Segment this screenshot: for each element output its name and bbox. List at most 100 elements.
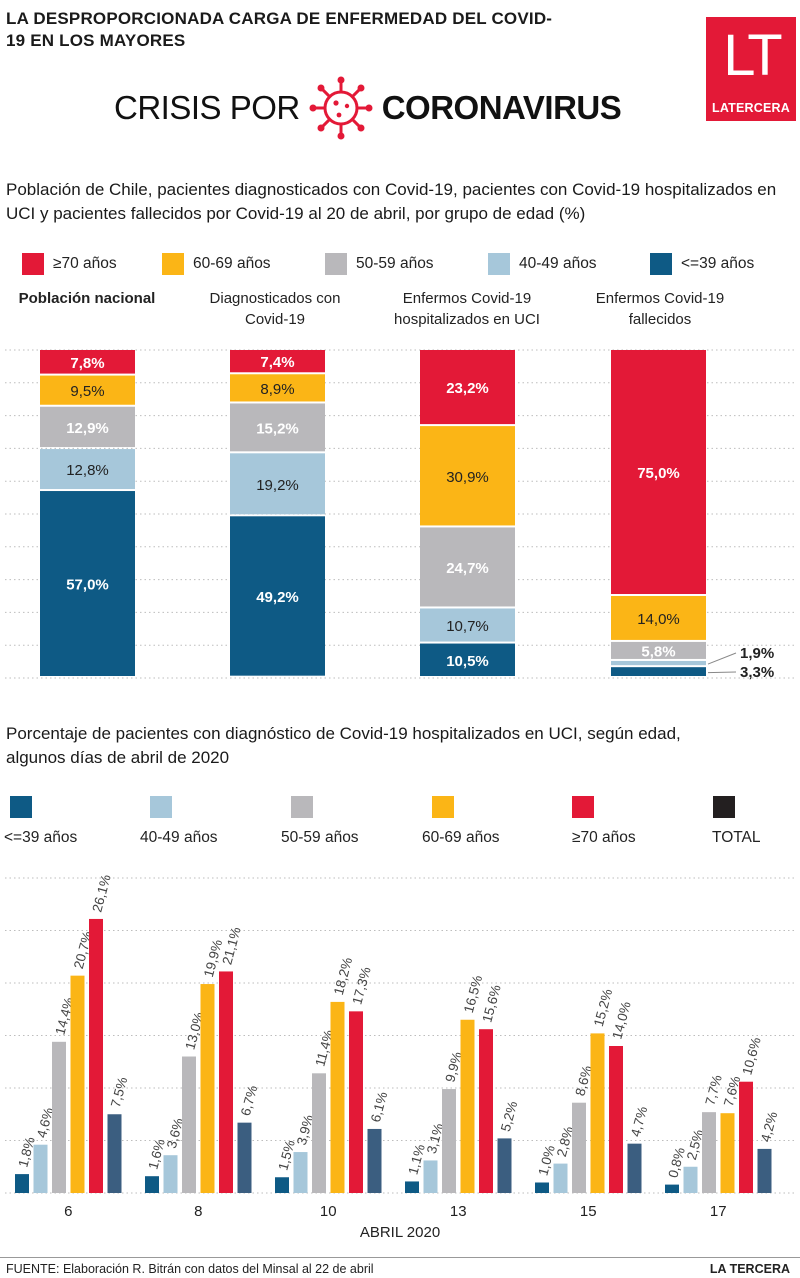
crisis-title-main: CORONAVIRUS (381, 89, 622, 126)
label-leader (707, 652, 737, 665)
legend2-swatch-age70 (572, 796, 594, 818)
x-tick-label: 17 (710, 1203, 727, 1220)
data-label: 15,2% (256, 420, 299, 437)
bar (497, 1138, 512, 1193)
legend1-swatch-age70 (22, 253, 44, 275)
footer-rule (0, 1257, 800, 1258)
legend1-swatch-age50 (325, 253, 347, 275)
bar (627, 1143, 642, 1193)
legend2-label-age70: ≥70 años (572, 829, 636, 846)
logo-mark: LT (723, 23, 782, 88)
bar (70, 975, 85, 1193)
bar (405, 1181, 419, 1193)
label-leader (707, 671, 737, 674)
bar (89, 918, 103, 1193)
bar-segment (611, 596, 706, 640)
bar (349, 1011, 363, 1193)
bar-segment (40, 449, 135, 490)
bar (107, 1114, 122, 1193)
bar-segment (420, 350, 515, 425)
legend2-swatch-total (713, 796, 735, 818)
bar-segment (40, 375, 135, 405)
legend1-item-age60: 60-69 años (162, 253, 271, 275)
bar-segment (611, 350, 706, 594)
data-label: 23,2% (446, 380, 489, 397)
data-label: 1,9% (740, 645, 774, 662)
data-label: 6,1% (368, 1090, 390, 1124)
x-tick-label: 15 (580, 1203, 597, 1220)
x-tick-label: 13 (450, 1203, 467, 1220)
bar (702, 1112, 716, 1193)
data-label: 30,9% (446, 469, 489, 486)
bar (275, 1177, 289, 1193)
bar-segment (420, 643, 515, 676)
bar (460, 1019, 475, 1193)
bar (219, 971, 233, 1193)
legend1-swatch-age40 (488, 253, 510, 275)
bar-segment (40, 491, 135, 676)
panel-title-population: Población nacional (18, 290, 156, 307)
data-label: 57,0% (66, 577, 109, 594)
panel-title-diagnosed: Diagnosticados con Covid-19 (209, 290, 341, 328)
data-label: 21,1% (219, 925, 243, 966)
bar (330, 1001, 345, 1193)
data-label: 14,0% (609, 1000, 633, 1041)
bar-segment (40, 350, 135, 374)
source-note: FUENTE: Elaboración R. Bitrán con datos … (6, 1262, 374, 1276)
data-label: 5,2% (498, 1100, 520, 1134)
bar (757, 1148, 772, 1193)
legend1-item-age70: ≥70 años (22, 253, 117, 275)
bar (442, 1089, 456, 1193)
data-label: 14,0% (637, 611, 680, 628)
x-tick-label: 6 (64, 1203, 72, 1220)
legend2-label-age60: 60-69 años (422, 829, 500, 846)
bar-segment (420, 426, 515, 526)
legend2-swatch-age40 (150, 796, 172, 818)
legend1-label-age40: 40-49 años (519, 255, 597, 272)
data-label: 24,7% (446, 560, 489, 577)
data-label: 10,7% (446, 618, 489, 635)
data-label: 12,8% (66, 462, 109, 479)
panel-title-icu: Enfermos Covid-19 hospitalizados en UCI (394, 290, 540, 328)
x-tick-label: 10 (320, 1203, 337, 1220)
x-tick-label: 8 (194, 1203, 202, 1220)
data-label: 15,6% (479, 983, 503, 1024)
bar (312, 1073, 326, 1193)
bar-segment (230, 453, 325, 515)
legend2-swatch-age39 (10, 796, 32, 818)
data-label: 75,0% (637, 465, 680, 482)
bar-segment (611, 667, 706, 676)
section2-subtitle: Porcentaje de pacientes con diagnóstico … (6, 724, 681, 767)
legend1-item-age50: 50-59 años (325, 253, 434, 275)
data-label: 5,8% (641, 643, 675, 660)
data-label: 7,5% (108, 1075, 130, 1109)
bar (145, 1176, 159, 1193)
legend2-label-age50: 50-59 años (281, 829, 359, 846)
legend2-swatch-age60 (432, 796, 454, 818)
bar (182, 1056, 196, 1193)
legend1-item-age40: 40-49 años (488, 253, 597, 275)
legend2-label-total: TOTAL (712, 829, 761, 846)
bar (683, 1166, 698, 1193)
bar (479, 1029, 493, 1193)
logo-name: LATERCERA (712, 101, 790, 115)
bar-segment (230, 350, 325, 373)
legend1-item-age39: <=39 años (650, 253, 754, 275)
bar (237, 1122, 252, 1193)
legend1-swatch-age39 (650, 253, 672, 275)
x-axis-title: ABRIL 2020 (359, 1224, 441, 1241)
bar-segment (230, 516, 325, 676)
bar (720, 1113, 735, 1193)
data-label: 10,6% (739, 1036, 763, 1077)
legend2-label-age39: <=39 años (4, 829, 78, 846)
bar (52, 1041, 66, 1193)
crisis-title: CRISIS POR CORONAVIRUS (114, 76, 622, 140)
bar (367, 1128, 382, 1193)
bar (293, 1152, 308, 1193)
legend1-label-age70: ≥70 años (53, 255, 117, 272)
bar (163, 1155, 178, 1193)
legend1-label-age39: <=39 años (681, 255, 755, 272)
data-label: 15,2% (591, 987, 615, 1028)
grouped-bar-chart: 1,8%4,6%14,4%20,7%26,1%7,5%61,6%3,6%13,0… (5, 873, 795, 1220)
data-label: 9,5% (70, 383, 104, 400)
